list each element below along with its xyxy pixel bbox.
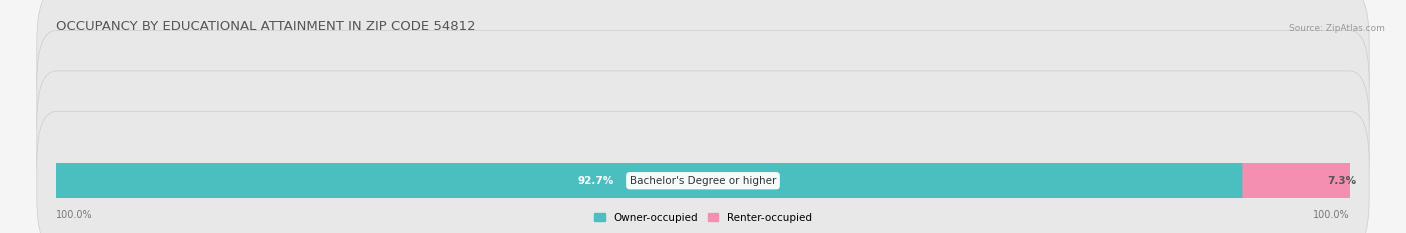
FancyBboxPatch shape: [37, 71, 1369, 209]
Text: 18.0%: 18.0%: [1239, 135, 1275, 145]
Legend: Owner-occupied, Renter-occupied: Owner-occupied, Renter-occupied: [591, 209, 815, 227]
Text: OCCUPANCY BY EDUCATIONAL ATTAINMENT IN ZIP CODE 54812: OCCUPANCY BY EDUCATIONAL ATTAINMENT IN Z…: [56, 20, 475, 33]
Text: 7.3%: 7.3%: [1327, 176, 1355, 186]
Text: 70.5%: 70.5%: [967, 54, 1002, 64]
FancyBboxPatch shape: [44, 90, 1130, 191]
FancyBboxPatch shape: [37, 0, 1369, 129]
FancyBboxPatch shape: [425, 9, 1362, 110]
FancyBboxPatch shape: [1104, 90, 1362, 191]
Text: College/Associate Degree: College/Associate Degree: [636, 135, 770, 145]
Text: 100.0%: 100.0%: [1313, 210, 1350, 220]
Text: Less than High School: Less than High School: [645, 54, 761, 64]
Text: Source: ZipAtlas.com: Source: ZipAtlas.com: [1289, 24, 1385, 33]
Text: 100.0%: 100.0%: [56, 210, 93, 220]
FancyBboxPatch shape: [44, 9, 453, 110]
Text: 32.2%: 32.2%: [1166, 95, 1201, 105]
Text: High School Diploma: High School Diploma: [648, 95, 758, 105]
Text: 29.6%: 29.6%: [211, 54, 246, 64]
FancyBboxPatch shape: [1243, 130, 1362, 231]
Text: Bachelor's Degree or higher: Bachelor's Degree or higher: [630, 176, 776, 186]
FancyBboxPatch shape: [44, 49, 946, 150]
FancyBboxPatch shape: [37, 31, 1369, 169]
FancyBboxPatch shape: [44, 130, 1268, 231]
Text: 92.7%: 92.7%: [578, 176, 614, 186]
Text: 82.0%: 82.0%: [516, 135, 551, 145]
FancyBboxPatch shape: [37, 111, 1369, 233]
Text: 67.8%: 67.8%: [433, 95, 470, 105]
FancyBboxPatch shape: [921, 49, 1362, 150]
